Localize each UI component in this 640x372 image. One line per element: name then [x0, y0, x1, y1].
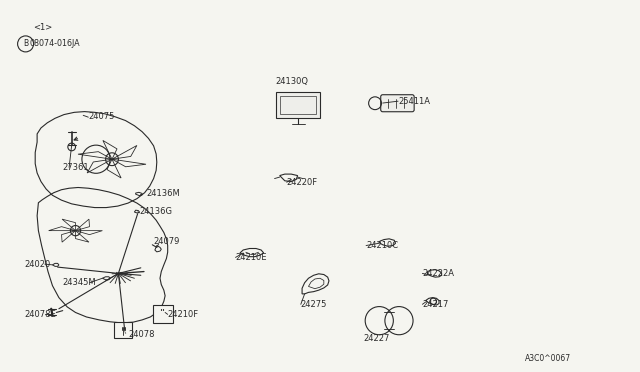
- Text: 24345M: 24345M: [63, 278, 97, 287]
- Text: 24136M: 24136M: [146, 189, 180, 198]
- FancyBboxPatch shape: [276, 92, 320, 118]
- Text: 24078: 24078: [128, 330, 154, 339]
- Text: <1>: <1>: [33, 23, 52, 32]
- Text: 24075: 24075: [88, 112, 115, 121]
- Text: 24078E: 24078E: [24, 310, 56, 319]
- Text: 24136G: 24136G: [140, 207, 173, 216]
- Text: 24220F: 24220F: [287, 178, 318, 187]
- Text: 08074-016JA: 08074-016JA: [29, 39, 80, 48]
- Text: 24210C: 24210C: [366, 241, 398, 250]
- Circle shape: [18, 36, 34, 52]
- FancyBboxPatch shape: [381, 95, 414, 112]
- Text: 24275: 24275: [301, 300, 327, 309]
- FancyBboxPatch shape: [153, 305, 173, 324]
- Text: B: B: [23, 39, 28, 48]
- Text: 24222A: 24222A: [422, 269, 454, 278]
- Text: 25411A: 25411A: [398, 97, 430, 106]
- Text: 27361: 27361: [63, 163, 90, 172]
- Text: 24227: 24227: [364, 334, 390, 343]
- Text: A3C0^0067: A3C0^0067: [525, 355, 571, 363]
- Text: 24130Q: 24130Q: [275, 77, 308, 86]
- Text: 24079: 24079: [154, 237, 180, 246]
- FancyBboxPatch shape: [114, 322, 132, 339]
- Text: 24210F: 24210F: [168, 310, 199, 319]
- Text: 24020: 24020: [24, 260, 51, 269]
- Text: 24210E: 24210E: [236, 253, 267, 262]
- Text: 24217: 24217: [422, 300, 449, 309]
